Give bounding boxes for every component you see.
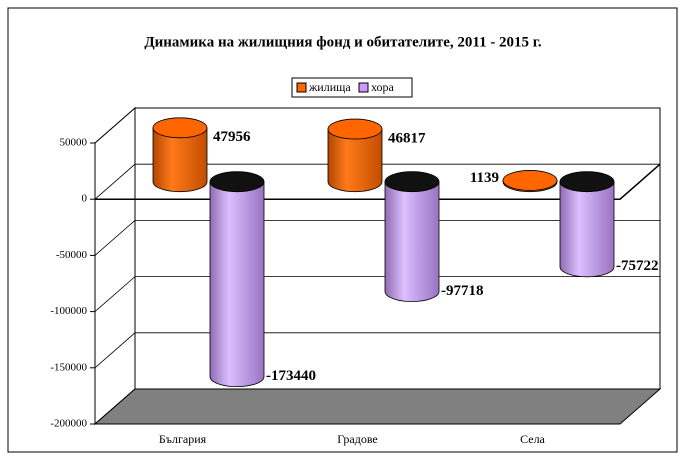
bar-part bbox=[559, 171, 615, 193]
bar-part bbox=[384, 181, 440, 302]
grid-line bbox=[94, 107, 660, 144]
bar-part bbox=[384, 171, 440, 193]
bar bbox=[209, 171, 265, 388]
data-label: 47956 bbox=[213, 129, 251, 145]
y-tick-label: -50000 bbox=[56, 249, 88, 261]
grid-line bbox=[94, 332, 660, 369]
legend-label: жилища bbox=[308, 80, 351, 94]
bar-part bbox=[327, 118, 383, 140]
bar-part bbox=[152, 117, 208, 139]
bar-part bbox=[559, 181, 615, 278]
bar bbox=[384, 171, 440, 302]
bar-part bbox=[209, 171, 265, 193]
legend-label: хора bbox=[371, 80, 395, 94]
legend-swatch bbox=[358, 82, 369, 93]
side-wall bbox=[94, 106, 136, 426]
data-label: -173440 bbox=[266, 368, 316, 384]
floor bbox=[93, 388, 662, 425]
bar-part bbox=[502, 170, 558, 191]
y-tick-label: 0 bbox=[82, 193, 88, 205]
x-tick-label: Градове bbox=[337, 432, 378, 446]
legend-swatch bbox=[296, 82, 307, 93]
bar bbox=[327, 118, 383, 193]
y-tick-label: 50000 bbox=[60, 137, 88, 149]
zero-axis bbox=[95, 163, 661, 200]
legend-box bbox=[291, 77, 413, 98]
grid-line bbox=[94, 276, 660, 312]
y-tick-label: -200000 bbox=[50, 418, 87, 430]
bar bbox=[152, 117, 208, 193]
y-tick-label: -150000 bbox=[50, 361, 87, 373]
bar-part bbox=[209, 181, 265, 388]
x-tick-label: България bbox=[159, 432, 207, 446]
y-tick-label: -100000 bbox=[50, 305, 87, 317]
chart-title: Динамика на жилищния фонд и обитателите,… bbox=[144, 34, 542, 50]
x-tick-label: Села bbox=[520, 432, 545, 446]
grid-line bbox=[94, 163, 660, 200]
bar bbox=[559, 171, 615, 278]
bar-part bbox=[327, 128, 383, 193]
data-label: -97718 bbox=[441, 283, 484, 299]
bar bbox=[502, 170, 558, 193]
grid-line bbox=[94, 219, 660, 256]
data-label: 1139 bbox=[470, 170, 499, 186]
data-label: -75722 bbox=[616, 258, 659, 274]
bar-part bbox=[152, 127, 208, 193]
grid-line bbox=[94, 388, 660, 425]
data-label: 46817 bbox=[388, 131, 426, 147]
legend: жилища хора bbox=[291, 77, 413, 98]
